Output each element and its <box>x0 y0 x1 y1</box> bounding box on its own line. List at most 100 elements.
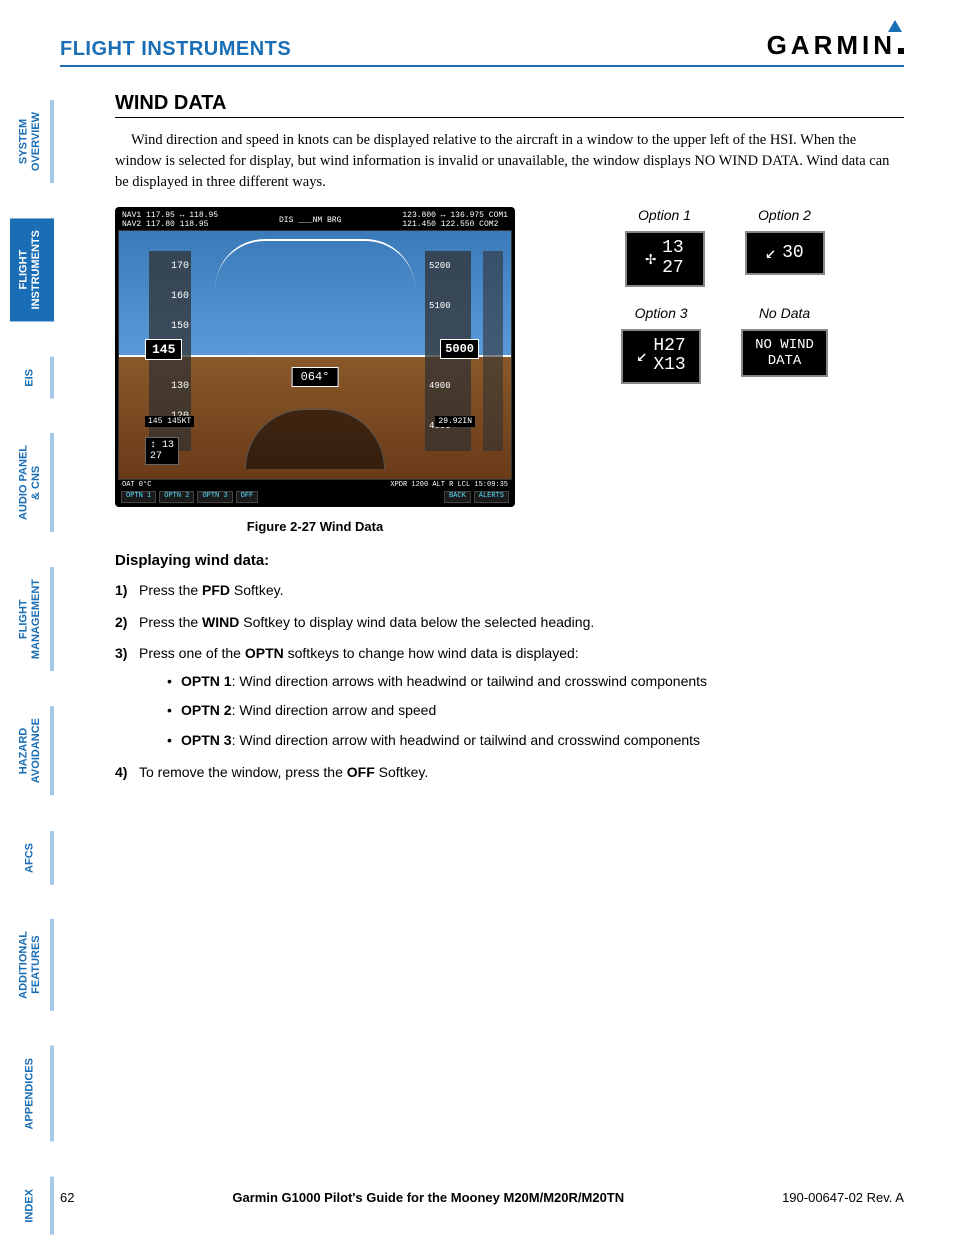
ias-readout: 145 <box>145 339 182 360</box>
options-row-1: Option 1 ✢ 1327 Option 2 ↙ 30 <box>545 207 904 287</box>
alt-tick: 5200 <box>429 261 451 271</box>
tab-label: ADDITIONAL FEATURES <box>17 931 42 999</box>
wind-line1: ↕ 13 <box>150 440 174 451</box>
bullet-bold: OPTN 3 <box>181 732 232 748</box>
option-label: Option 1 <box>638 207 691 223</box>
page-header: FLIGHT INSTRUMENTS GARMIN <box>60 30 904 67</box>
wind-options: Option 1 ✢ 1327 Option 2 ↙ 30 <box>545 207 904 507</box>
option-1-group: Option 1 ✢ 1327 <box>625 207 705 287</box>
figure-caption: Figure 2-27 Wind Data <box>115 519 515 534</box>
bullet: OPTN 3: Wind direction arrow with headwi… <box>167 731 904 751</box>
xpdr-readout: XPDR 1200 ALT R LCL 15:09:35 <box>390 481 508 489</box>
option-val: 27 <box>662 259 684 279</box>
speed-tick: 130 <box>171 381 189 392</box>
tab-flight-management[interactable]: FLIGHT MANAGEMENT <box>10 567 54 671</box>
softkey[interactable]: OPTN 3 <box>197 491 232 503</box>
procedure-heading: Displaying wind data: <box>115 552 904 569</box>
step-number: 3) <box>115 644 127 664</box>
option-bullets: OPTN 1: Wind direction arrows with headw… <box>139 672 904 751</box>
tab-label: AUDIO PANEL & CNS <box>17 445 42 520</box>
step-text: Softkey. <box>375 764 428 780</box>
logo-dot-icon <box>898 48 904 54</box>
alt-tick: 4900 <box>429 381 451 391</box>
main-content: WIND DATA Wind direction and speed in kn… <box>115 92 904 782</box>
tab-eis[interactable]: EIS <box>10 357 54 399</box>
step-text: Press the <box>139 582 202 598</box>
tas-readout: 145 145KT <box>145 416 194 427</box>
no-data-group: No Data NO WIND DATA <box>741 305 828 385</box>
step: 2)Press the WIND Softkey to display wind… <box>115 613 904 633</box>
step-text: Softkey. <box>230 582 283 598</box>
alt-readout: 5000 <box>440 339 479 359</box>
softkey[interactable]: OPTN 1 <box>121 491 156 503</box>
step: 3) Press one of the OPTN softkeys to chan… <box>115 644 904 750</box>
footer-title: Garmin G1000 Pilot's Guide for the Moone… <box>232 1190 624 1205</box>
option-3-group: Option 3 ↙ H27X13 <box>621 305 701 385</box>
page: FLIGHT INSTRUMENTS GARMIN SYSTEM OVERVIE… <box>0 0 954 1235</box>
step-text: To remove the window, press the <box>139 764 347 780</box>
tab-label: EIS <box>24 369 37 387</box>
option-val: 13 <box>662 239 684 259</box>
option-1-box: ✢ 1327 <box>625 231 705 287</box>
step-bold: OPTN <box>245 645 284 661</box>
option-label: Option 2 <box>758 207 811 223</box>
tab-system-overview[interactable]: SYSTEM OVERVIEW <box>10 100 54 183</box>
crosswind-arrows-icon: ✢ <box>645 248 656 270</box>
bullet: OPTN 2: Wind direction arrow and speed <box>167 701 904 721</box>
step-text: Softkey to display wind data below the s… <box>239 614 594 630</box>
step-text: softkeys to change how wind data is disp… <box>284 645 579 661</box>
step-bold: OFF <box>347 764 375 780</box>
figure-row: NAV1 117.95 ↔ 118.95NAV2 117.80 118.95 D… <box>115 207 904 507</box>
softkey[interactable]: OFF <box>236 491 259 503</box>
logo-triangle-icon <box>888 20 902 32</box>
brand-logo: GARMIN <box>767 30 904 61</box>
page-number: 62 <box>60 1190 74 1205</box>
step-text: Press one of the <box>139 645 245 661</box>
no-data-box: NO WIND DATA <box>741 329 828 377</box>
speed-tick: 170 <box>171 261 189 272</box>
bullet-text: : Wind direction arrows with headwind or… <box>232 673 707 689</box>
softkey[interactable]: ALERTS <box>474 491 509 503</box>
wind-arrow-icon: ↙ <box>765 242 776 264</box>
brand-text: GARMIN <box>767 30 896 60</box>
pfd-top-bar: NAV1 117.95 ↔ 118.95NAV2 117.80 118.95 D… <box>118 210 512 230</box>
procedure-steps: 1) Press the PFD Softkey. 2)Press the WIN… <box>115 581 904 782</box>
tab-label: SYSTEM OVERVIEW <box>17 112 42 171</box>
step-number: 1) <box>115 581 127 601</box>
step: 4)To remove the window, press the OFF So… <box>115 763 904 783</box>
tab-audio-panel[interactable]: AUDIO PANEL & CNS <box>10 433 54 532</box>
tab-hazard-avoidance[interactable]: HAZARD AVOIDANCE <box>10 706 54 795</box>
bullet-text: : Wind direction arrow and speed <box>232 702 437 718</box>
wind-data-window: ↕ 13 27 <box>145 437 179 465</box>
tab-appendices[interactable]: APPENDICES <box>10 1046 54 1142</box>
vsi-tape <box>483 251 503 451</box>
option-label: No Data <box>759 305 810 321</box>
topic-title: WIND DATA <box>115 92 904 118</box>
heading-readout: 064° <box>292 367 339 387</box>
revision: 190-00647-02 Rev. A <box>782 1190 904 1205</box>
tab-label: HAZARD AVOIDANCE <box>17 718 42 783</box>
softkey[interactable]: OPTN 2 <box>159 491 194 503</box>
page-footer: 62 Garmin G1000 Pilot's Guide for the Mo… <box>60 1190 904 1205</box>
section-header: FLIGHT INSTRUMENTS <box>60 38 291 61</box>
section-tabs: SYSTEM OVERVIEW FLIGHT INSTRUMENTS EIS A… <box>10 100 54 1234</box>
intro-paragraph: Wind direction and speed in knots can be… <box>115 130 904 193</box>
baro-readout: 29.92IN <box>435 416 475 427</box>
tab-index[interactable]: INDEX <box>10 1177 54 1235</box>
tab-flight-instruments[interactable]: FLIGHT INSTRUMENTS <box>10 218 54 321</box>
option-2-group: Option 2 ↙ 30 <box>745 207 825 287</box>
bullet-bold: OPTN 2 <box>181 702 232 718</box>
step-bold: PFD <box>202 582 230 598</box>
tab-additional-features[interactable]: ADDITIONAL FEATURES <box>10 919 54 1011</box>
com-freq: 123.800 ↔ 136.975 COM1121.450 122.550 CO… <box>402 211 508 229</box>
option-val: 30 <box>782 243 804 263</box>
softkey[interactable]: BACK <box>444 491 471 503</box>
tab-label: AFCS <box>24 843 37 873</box>
pfd-screenshot: NAV1 117.95 ↔ 118.95NAV2 117.80 118.95 D… <box>115 207 515 507</box>
option-2-box: ↙ 30 <box>745 231 825 275</box>
wind-arrow-icon: ↙ <box>636 345 647 367</box>
alt-tick: 5100 <box>429 301 451 311</box>
tab-afcs[interactable]: AFCS <box>10 831 54 885</box>
softkey-bar: OPTN 1 OPTN 2 OPTN 3 OFF BACK ALERTS <box>118 490 512 504</box>
nav-freq: NAV1 117.95 ↔ 118.95NAV2 117.80 118.95 <box>122 211 218 229</box>
